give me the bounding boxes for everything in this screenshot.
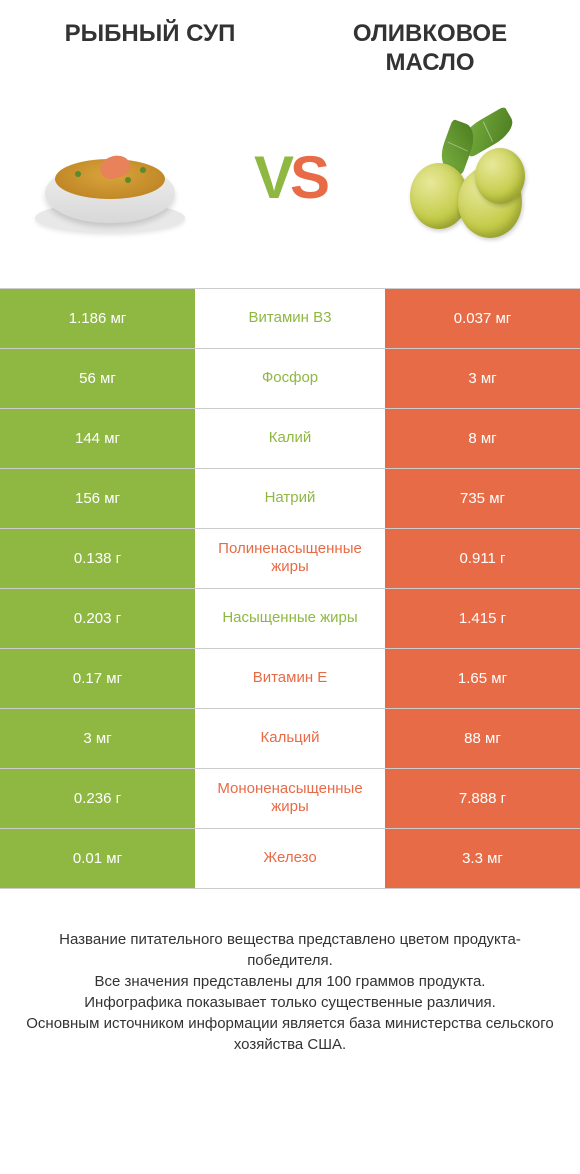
left-value: 0.138 г <box>0 529 195 588</box>
nutrient-name: Витамин E <box>195 649 385 708</box>
left-value: 56 мг <box>0 349 195 408</box>
nutrient-name: Насыщенные жиры <box>195 589 385 648</box>
footer-line: Основным источником информации является … <box>20 1013 560 1055</box>
table-row: 156 мгНатрий735 мг <box>0 469 580 529</box>
left-value: 1.186 мг <box>0 289 195 348</box>
right-value: 7.888 г <box>385 769 580 828</box>
nutrient-name: Железо <box>195 829 385 888</box>
nutrient-name: Витамин B3 <box>195 289 385 348</box>
left-value: 156 мг <box>0 469 195 528</box>
nutrient-name: Натрий <box>195 469 385 528</box>
left-value: 0.236 г <box>0 769 195 828</box>
vs-v: V <box>254 143 290 212</box>
footer-line: Название питательного вещества представл… <box>20 929 560 971</box>
left-value: 0.01 мг <box>0 829 195 888</box>
left-value: 0.203 г <box>0 589 195 648</box>
right-value: 3 мг <box>385 349 580 408</box>
left-product-image <box>30 98 190 258</box>
right-value: 1.65 мг <box>385 649 580 708</box>
right-value: 0.037 мг <box>385 289 580 348</box>
vs-s: S <box>290 143 326 212</box>
table-row: 1.186 мгВитамин B30.037 мг <box>0 289 580 349</box>
table-row: 56 мгФосфор3 мг <box>0 349 580 409</box>
nutrient-name: Кальций <box>195 709 385 768</box>
comparison-table: 1.186 мгВитамин B30.037 мг56 мгФосфор3 м… <box>0 288 580 889</box>
footer-notes: Название питательного вещества представл… <box>0 889 580 1075</box>
table-row: 0.01 мгЖелезо3.3 мг <box>0 829 580 889</box>
footer-line: Все значения представлены для 100 граммо… <box>20 971 560 992</box>
right-value: 3.3 мг <box>385 829 580 888</box>
right-value: 88 мг <box>385 709 580 768</box>
vs-section: VS <box>0 88 580 288</box>
footer-line: Инфографика показывает только существенн… <box>20 992 560 1013</box>
right-value: 8 мг <box>385 409 580 468</box>
nutrient-name: Калий <box>195 409 385 468</box>
table-row: 0.236 гМононенасыщенные жиры7.888 г <box>0 769 580 829</box>
table-row: 0.203 гНасыщенные жиры1.415 г <box>0 589 580 649</box>
header: Рыбный суп Оливковое масло <box>0 0 580 88</box>
left-value: 3 мг <box>0 709 195 768</box>
nutrient-name: Полиненасыщенные жиры <box>195 529 385 588</box>
right-value: 735 мг <box>385 469 580 528</box>
right-value: 1.415 г <box>385 589 580 648</box>
table-row: 3 мгКальций88 мг <box>0 709 580 769</box>
vs-label: VS <box>254 143 326 212</box>
right-product-image <box>390 98 550 258</box>
left-product-title: Рыбный суп <box>40 20 260 78</box>
left-value: 0.17 мг <box>0 649 195 708</box>
table-row: 0.138 гПолиненасыщенные жиры0.911 г <box>0 529 580 589</box>
table-row: 144 мгКалий8 мг <box>0 409 580 469</box>
right-product-title: Оливковое масло <box>320 20 540 78</box>
table-row: 0.17 мгВитамин E1.65 мг <box>0 649 580 709</box>
nutrient-name: Фосфор <box>195 349 385 408</box>
left-value: 144 мг <box>0 409 195 468</box>
nutrient-name: Мононенасыщенные жиры <box>195 769 385 828</box>
right-value: 0.911 г <box>385 529 580 588</box>
